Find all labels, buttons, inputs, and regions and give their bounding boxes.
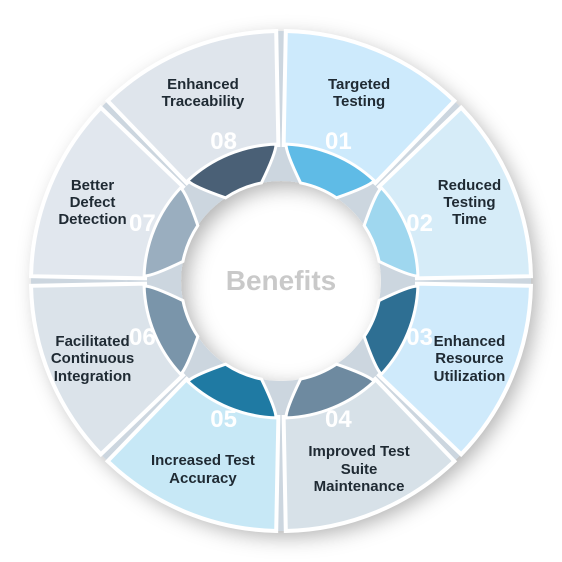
wheel-svg (0, 0, 562, 562)
benefits-wheel: Benefits TargetedTestingReducedTestingTi… (0, 0, 562, 562)
